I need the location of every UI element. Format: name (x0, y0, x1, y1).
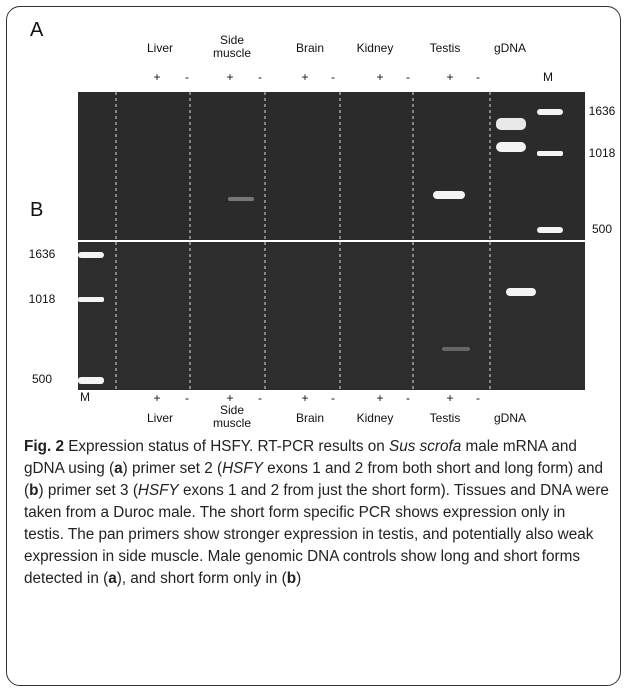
tissue-label: Liver (146, 411, 173, 425)
lane-dividers (115, 92, 491, 390)
caption-text: Expression status of HSFY. RT-PCR result… (63, 438, 389, 455)
lane-sign: - (331, 391, 335, 405)
caption-italic: HSFY (222, 460, 263, 477)
panel-label: B (30, 199, 44, 221)
lane-sign: + (153, 391, 161, 405)
lane-sign: - (406, 391, 410, 405)
caption-bold: a (108, 570, 117, 587)
marker-lane-label: M (80, 390, 90, 404)
lane-sign: + (446, 391, 454, 405)
tissue-label: Side muscle (212, 403, 251, 430)
lane-sign: - (258, 391, 262, 405)
figure-frame (6, 6, 621, 686)
caption-text: ) (296, 570, 302, 587)
panel-label: A (30, 19, 44, 41)
caption-text: exons 1 and 2 from both short and long f… (24, 460, 604, 499)
tissue-label: Liver (146, 41, 173, 55)
lane-sign: - (476, 391, 480, 405)
bands (78, 109, 563, 384)
lane-sign: - (331, 70, 335, 84)
caption-italic: HSFY (137, 482, 179, 499)
marker-size: 500 (591, 222, 613, 236)
caption-italic: Sus scrofa (389, 438, 462, 455)
lane-sign: - (258, 70, 262, 84)
marker-size: 1018 (588, 146, 616, 160)
caption-text: exons 1 and 2 from just the short form).… (24, 482, 609, 587)
tissue-label: Testis (429, 41, 461, 55)
lane-sign: + (301, 70, 309, 84)
gel-a (78, 92, 585, 240)
lane-sign: + (226, 391, 234, 405)
lane-sign: - (406, 70, 410, 84)
lane-sign: + (376, 391, 384, 405)
caption-bold: a (114, 460, 123, 477)
tissue-label: Brain (295, 411, 324, 425)
marker-size: 1636 (588, 104, 616, 118)
tissue-label: Testis (429, 411, 461, 425)
marker-size: 1636 (28, 247, 56, 261)
lane-sign: - (185, 70, 189, 84)
caption: Fig. 2 Expression status of HSFY. RT-PCR… (24, 436, 609, 590)
tissue-label: Kidney (356, 411, 394, 425)
tissue-label: gDNA (493, 411, 526, 425)
tissue-label: Brain (295, 41, 324, 55)
tissue-label: Side muscle (212, 33, 251, 60)
tissue-label: Kidney (356, 41, 394, 55)
caption-text: ) primer set 3 ( (38, 482, 138, 499)
caption-bold: b (29, 482, 39, 499)
lane-sign: + (226, 70, 234, 84)
tissue-label: gDNA (493, 41, 526, 55)
caption-text: ) primer set 2 ( (122, 460, 223, 477)
caption-bold: Fig. 2 (24, 438, 64, 455)
lane-sign: - (185, 391, 189, 405)
lane-sign: + (376, 70, 384, 84)
gel-b (78, 242, 585, 390)
marker-lane-label: M (543, 70, 553, 84)
caption-text: male mRNA and gDNA using ( (24, 438, 577, 477)
marker-size: 500 (31, 372, 53, 386)
marker-size: 1018 (28, 292, 56, 306)
lane-sign: + (301, 391, 309, 405)
caption-bold: b (286, 570, 297, 587)
lane-sign: + (153, 70, 161, 84)
caption-text: ), and short form only in ( (116, 570, 287, 587)
lane-sign: + (446, 70, 454, 84)
lane-sign: - (476, 70, 480, 84)
